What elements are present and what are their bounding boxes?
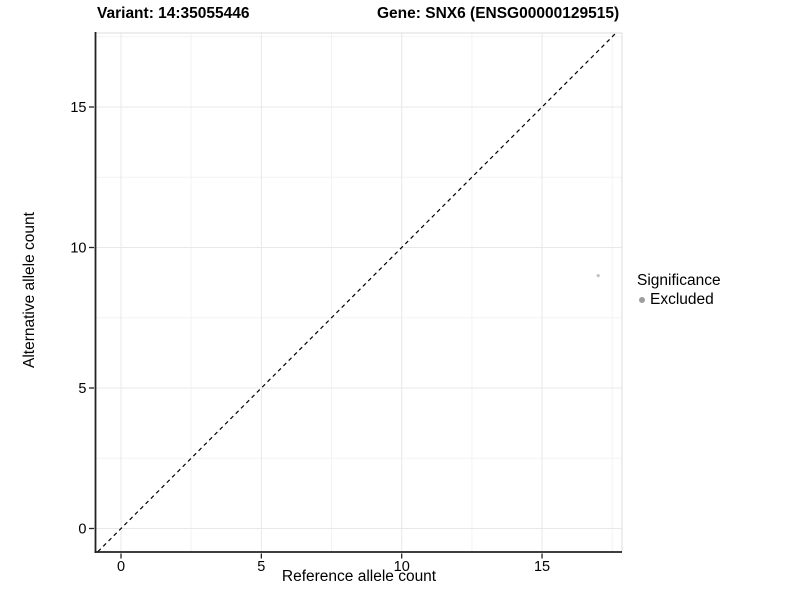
legend: Significance Excluded bbox=[637, 271, 721, 309]
plot-title-variant: Variant: 14:35055446 bbox=[97, 5, 250, 22]
y-axis-title: Alternative allele count bbox=[21, 212, 38, 368]
legend-item-excluded: Excluded bbox=[637, 291, 721, 309]
y-tick-label: 15 bbox=[70, 100, 86, 116]
x-tick-label: 10 bbox=[394, 559, 410, 575]
plot-title-gene: Gene: SNX6 (ENSG00000129515) bbox=[377, 5, 620, 22]
x-tick-label: 5 bbox=[257, 559, 265, 575]
y-tick-label: 10 bbox=[70, 241, 86, 257]
y-tick-label: 0 bbox=[78, 522, 86, 538]
identity-line bbox=[96, 33, 617, 552]
data-point bbox=[596, 274, 600, 278]
legend-point-icon bbox=[639, 297, 645, 303]
legend-item-label: Excluded bbox=[650, 291, 714, 308]
x-axis-title: Reference allele count bbox=[281, 568, 437, 585]
legend-title: Significance bbox=[637, 272, 721, 289]
x-tick-label: 0 bbox=[117, 559, 125, 575]
x-tick-label: 15 bbox=[534, 559, 550, 575]
y-tick-label: 5 bbox=[78, 381, 86, 397]
